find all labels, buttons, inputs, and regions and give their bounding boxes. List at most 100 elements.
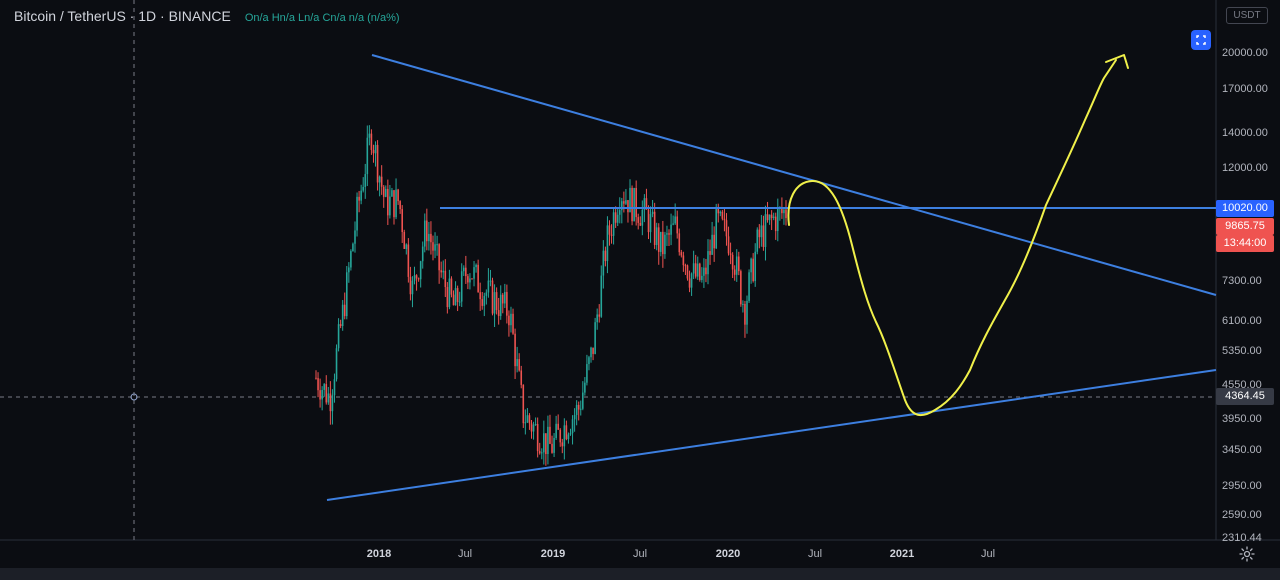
candle-body (641, 209, 644, 226)
candle-body (657, 227, 660, 252)
candle-body (352, 243, 354, 252)
candle-body (321, 389, 323, 400)
candle-body (592, 347, 594, 354)
candle-body (426, 220, 428, 242)
candle-body (645, 198, 648, 210)
candle-body (555, 423, 557, 439)
candle-body (333, 379, 336, 396)
candle-body (411, 280, 414, 295)
candle-body (735, 256, 738, 275)
candle-body (584, 382, 586, 393)
candle-body (364, 174, 367, 187)
candle-body (317, 378, 319, 391)
candle-body (719, 211, 722, 214)
candle-body (756, 229, 759, 252)
candle-body (762, 225, 765, 247)
price-label: 2950.00 (1222, 480, 1262, 492)
candle-body (403, 232, 406, 249)
candle-body (785, 209, 787, 219)
candle-body (389, 196, 391, 216)
projection-curve (787, 59, 1117, 417)
candle-body (590, 347, 592, 358)
candle-body (668, 233, 670, 235)
candle-body (467, 276, 469, 283)
candle-body (462, 267, 465, 272)
candle-body (409, 276, 412, 295)
candle-body (481, 299, 484, 306)
candle-body (754, 251, 757, 281)
candle-body (559, 429, 562, 443)
candle-body (343, 304, 346, 317)
candle-body (448, 278, 451, 308)
time-label: 2020 (715, 548, 741, 560)
price-label: 3450.00 (1222, 444, 1262, 456)
candle-body (639, 222, 642, 226)
candle-body (561, 442, 564, 447)
candle-body (465, 267, 467, 277)
candle-body (746, 300, 748, 325)
candle-body (764, 214, 767, 247)
candle-body (575, 404, 578, 416)
candle-body (345, 272, 348, 317)
candle-body (768, 214, 771, 221)
candle-body (538, 451, 541, 454)
currency-badge[interactable]: USDT (1226, 7, 1268, 24)
candle-body (415, 275, 418, 279)
symbol-legend[interactable]: Bitcoin / TetherUS · 1D · BINANCE On/a H… (14, 8, 400, 24)
candle-body (748, 272, 750, 301)
candle-body (354, 230, 356, 244)
candle-body (442, 270, 445, 273)
candle-body (696, 263, 699, 277)
candle-body (473, 267, 475, 279)
candle-body (434, 244, 436, 251)
auto-scale-icon (1196, 35, 1206, 45)
candle-body (711, 234, 713, 255)
projection-arrowhead (1105, 54, 1129, 69)
candle-body (577, 404, 580, 410)
candle-body (454, 288, 457, 306)
candle-body (460, 271, 463, 302)
chart-settings-button[interactable] (1238, 545, 1256, 563)
candle-body (604, 250, 607, 262)
candle-body (510, 313, 512, 326)
candle-body (522, 384, 525, 424)
candle-body (368, 133, 371, 138)
auto-scale-button[interactable] (1191, 30, 1211, 50)
candle-body (387, 188, 389, 216)
candle-body (682, 255, 685, 266)
candle-body (676, 216, 679, 234)
price-label: 14000.00 (1222, 127, 1268, 139)
candle-body (376, 144, 379, 183)
candle-body (616, 214, 619, 223)
candle-body (672, 223, 674, 225)
candle-body (526, 415, 529, 423)
candle-body (557, 423, 559, 430)
price-label: 3950.00 (1222, 413, 1262, 425)
symbol-title[interactable]: Bitcoin / TetherUS · 1D · BINANCE (14, 8, 231, 24)
candle-body (594, 322, 596, 354)
bar-countdown-tag: 13:44:00 (1216, 235, 1274, 252)
candle-body (545, 433, 547, 455)
candle-body (598, 314, 601, 317)
time-label: Jul (807, 548, 823, 560)
candle-body (680, 252, 683, 256)
candle-body (612, 212, 615, 236)
candle-body (366, 137, 369, 175)
candle-body (504, 292, 506, 304)
candle-body (588, 357, 590, 365)
time-label: Jul (632, 548, 648, 560)
candle-body (458, 301, 461, 303)
candle-body (450, 278, 453, 295)
candle-body (629, 187, 631, 213)
candle-body (608, 225, 611, 235)
candle-body (744, 303, 746, 325)
candle-body (701, 275, 703, 280)
candle-body (637, 217, 640, 223)
candle-body (694, 263, 697, 277)
candle-body (469, 278, 471, 283)
candle-body (614, 212, 617, 223)
candle-body (514, 333, 516, 367)
candle-body (729, 253, 732, 255)
